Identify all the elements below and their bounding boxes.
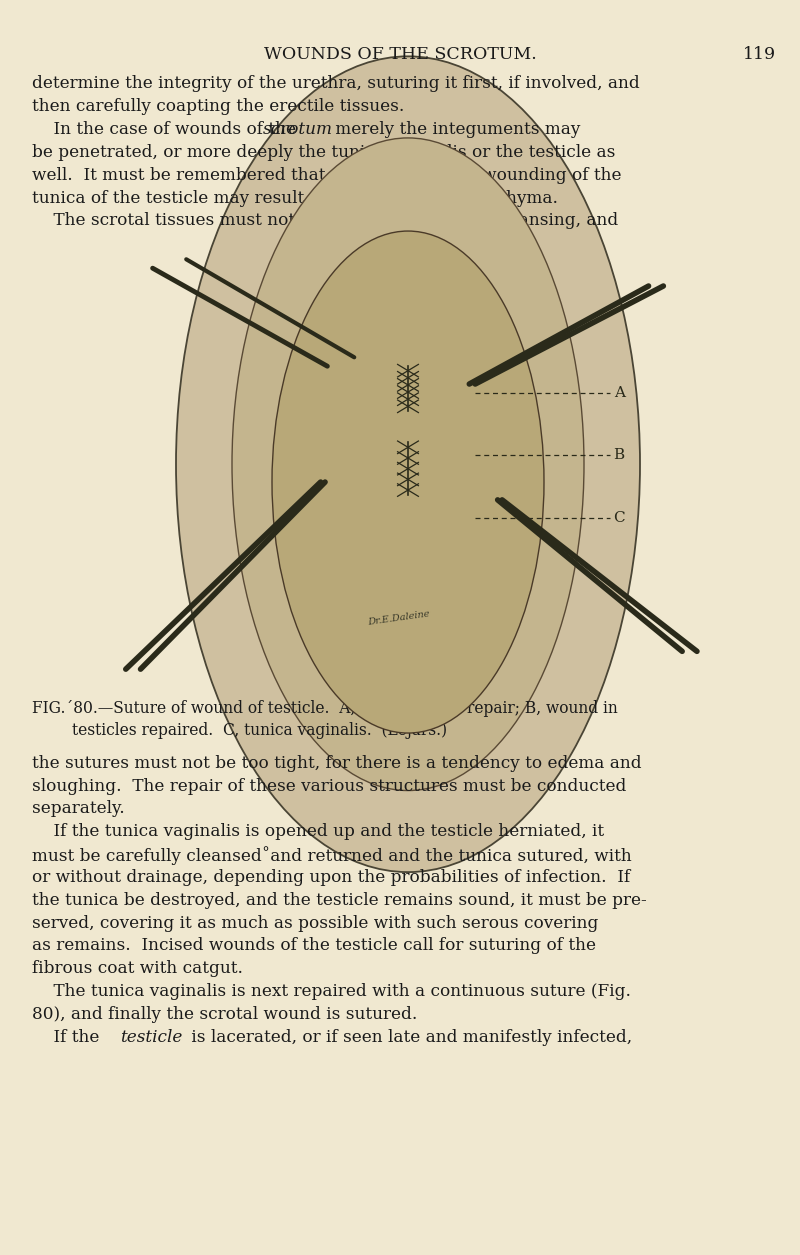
Text: then carefully coapting the erectile tissues.: then carefully coapting the erectile tis… [32,98,404,115]
Text: If the: If the [32,1029,105,1045]
Text: If the tunica vaginalis is opened up and the testicle herniated, it: If the tunica vaginalis is opened up and… [32,823,604,841]
Text: 119: 119 [743,46,776,64]
Text: the sutures must not be too tight, for there is a tendency to edema and: the sutures must not be too tight, for t… [32,754,642,772]
Text: 80), and finally the scrotal wound is sutured.: 80), and finally the scrotal wound is su… [32,1007,418,1023]
Text: is lacerated, or if seen late and manifestly infected,: is lacerated, or if seen late and manife… [186,1029,632,1045]
Text: In the case of wounds of the: In the case of wounds of the [32,120,302,138]
Text: or without drainage, depending upon the probabilities of infection.  If: or without drainage, depending upon the … [32,868,630,886]
Text: C: C [614,511,626,525]
Text: testicles repaired.  C, tunica vaginalis.  (Lejars.): testicles repaired. C, tunica vaginalis.… [72,722,447,739]
Text: scrotum: scrotum [262,120,333,138]
Text: served, covering it as much as possible with such serous covering: served, covering it as much as possible … [32,915,598,931]
Ellipse shape [272,231,544,733]
Text: Dr.E.Daleine: Dr.E.Daleine [368,609,431,626]
Text: fibrous coat with catgut.: fibrous coat with catgut. [32,960,243,978]
Text: FIG.ˊ80.—Suture of wound of testicle.  A, beginning its repair; B, wound in: FIG.ˊ80.—Suture of wound of testicle. A,… [32,699,618,717]
Text: B: B [614,448,625,462]
Text: the tunica be destroyed, and the testicle remains sound, it must be pre-: the tunica be destroyed, and the testicl… [32,892,646,909]
Text: testicle: testicle [120,1029,182,1045]
Text: separately.: separately. [32,801,125,817]
Text: A: A [614,387,625,400]
Text: well.  It must be remembered that any considerable wounding of the: well. It must be remembered that any con… [32,167,622,183]
Text: be penetrated, or more deeply the tunica vaginalis or the testicle as: be penetrated, or more deeply the tunica… [32,144,615,161]
Ellipse shape [232,138,584,791]
Text: determine the integrity of the urethra, suturing it first, if involved, and: determine the integrity of the urethra, … [32,75,640,93]
Text: tunica of the testicle may result in hernia of the parenchyma.: tunica of the testicle may result in her… [32,190,558,207]
Text: sloughing.  The repair of these various structures must be conducted: sloughing. The repair of these various s… [32,778,626,794]
Text: must be carefully cleansed˚and returned and the tunica sutured, with: must be carefully cleansed˚and returned … [32,846,632,865]
Ellipse shape [176,56,640,872]
Text: The scrotal tissues must not be roughly handled in cleansing, and: The scrotal tissues must not be roughly … [32,212,618,230]
Text: WOUNDS OF THE SCROTUM.: WOUNDS OF THE SCROTUM. [264,46,536,64]
Text: as remains.  Incised wounds of the testicle call for suturing of the: as remains. Incised wounds of the testic… [32,937,596,955]
Text: The tunica vaginalis is next repaired with a continuous suture (Fig.: The tunica vaginalis is next repaired wi… [32,983,631,1000]
Text: merely the integuments may: merely the integuments may [330,120,581,138]
